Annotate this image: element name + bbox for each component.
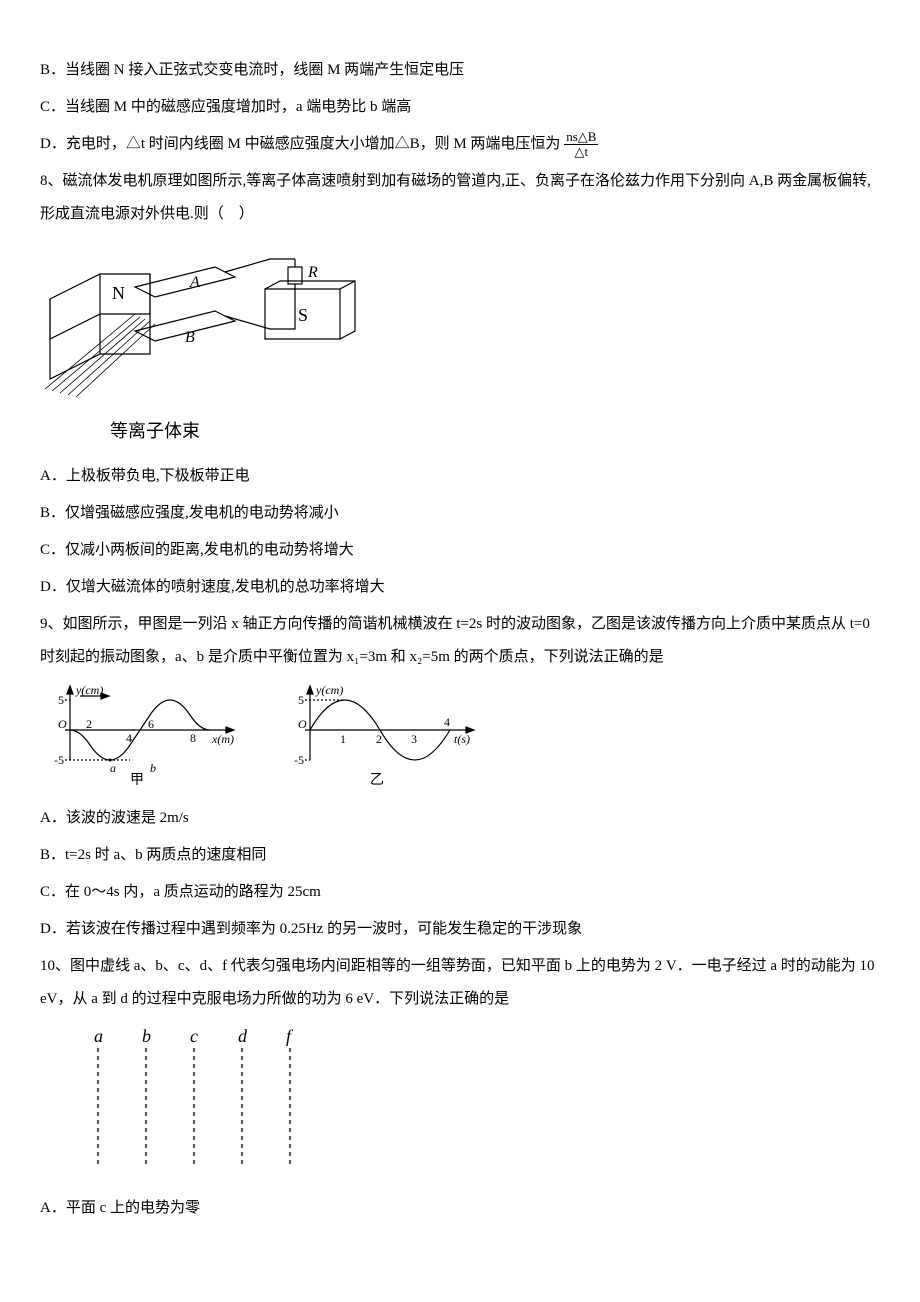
g2-ylabel: y(cm) <box>315 683 343 697</box>
q8-option-d: D．仅增大磁流体的喷射速度,发电机的总功率将增大 <box>40 571 880 604</box>
g2-y5: 5 <box>298 693 304 707</box>
g1-xlabel: x(m) <box>211 732 234 746</box>
q9-figure-row: y(cm) x(m) 5 -5 O 2 4 6 8 a b 甲 <box>40 680 880 798</box>
q9-option-d: D．若该波在传播过程中遇到频率为 0.25Hz 的另一波时，可能发生稳定的干涉现… <box>40 913 880 946</box>
g1-marker-b: b <box>150 761 156 775</box>
g1-x6: 6 <box>148 717 154 731</box>
q9-graph-yi: y(cm) t(s) 5 -5 O 1 2 3 4 乙 <box>280 680 480 798</box>
q7-frac-den: △t <box>564 145 598 159</box>
g1-x2: 2 <box>86 717 92 731</box>
g1-marker-a: a <box>110 761 116 775</box>
q9-option-a: A．该波的波速是 2m/s <box>40 802 880 835</box>
q8-option-c: C．仅减小两板间的距离,发电机的电动势将增大 <box>40 534 880 567</box>
svg-text:O: O <box>298 717 307 731</box>
svg-text:O: O <box>58 717 67 731</box>
label-b: B <box>185 329 195 346</box>
q8-option-b: B．仅增强磁感应强度,发电机的电动势将减小 <box>40 497 880 530</box>
g1-caption: 甲 <box>130 773 144 785</box>
q10-stem: 10、图中虚线 a、b、c、d、f 代表匀强电场内间距相等的一组等势面，已知平面… <box>40 950 880 1016</box>
eq-label-c: c <box>190 1026 198 1046</box>
g2-xlabel: t(s) <box>454 732 470 746</box>
g1-x4: 4 <box>126 731 132 745</box>
label-r: R <box>307 264 318 281</box>
eq-label-b: b <box>142 1026 151 1046</box>
q8-stem: 8、磁流体发电机原理如图所示,等离子体高速喷射到加有磁场的管道内,正、负离子在洛… <box>40 165 880 231</box>
q7-fraction: ns△B △t <box>564 130 598 160</box>
g2-x4: 4 <box>444 715 450 729</box>
label-s: S <box>298 305 308 325</box>
eq-label-d: d <box>238 1026 248 1046</box>
q9-graph-jia: y(cm) x(m) 5 -5 O 2 4 6 8 a b 甲 <box>40 680 240 798</box>
g2-x3: 3 <box>411 732 417 746</box>
q8-figure-caption: 等离子体束 <box>110 412 880 452</box>
g2-caption: 乙 <box>370 772 384 785</box>
q7-option-b: B．当线圈 N 接入正弦式交变电流时，线圈 M 两端产生恒定电压 <box>40 54 880 87</box>
q8-figure: N A B R S 等离子体束 <box>40 239 880 452</box>
q9-stem: 9、如图所示，甲图是一列沿 x 轴正方向传播的简谐机械横波在 t=2s 时的波动… <box>40 608 880 674</box>
label-a: A <box>189 274 200 291</box>
g2-x1: 1 <box>340 732 346 746</box>
mhd-generator-diagram: N A B R S <box>40 239 360 399</box>
q7-option-d: D．充电时，△t 时间内线圈 M 中磁感应强度大小增加△B，则 M 两端电压恒为… <box>40 128 880 161</box>
g2-yn5: -5 <box>294 753 304 767</box>
q8-option-a: A．上极板带负电,下极板带正电 <box>40 460 880 493</box>
g2-x2: 2 <box>376 732 382 746</box>
eq-label-a: a <box>94 1026 103 1046</box>
q10-option-a: A．平面 c 上的电势为零 <box>40 1192 880 1225</box>
label-n: N <box>112 283 125 303</box>
g1-ylabel: y(cm) <box>75 683 103 697</box>
q9-option-b: B．t=2s 时 a、b 两质点的速度相同 <box>40 839 880 872</box>
eq-label-f: f <box>286 1026 294 1046</box>
g1-x8: 8 <box>190 731 196 745</box>
g1-yn5: -5 <box>54 753 64 767</box>
g1-y5: 5 <box>58 693 64 707</box>
q7-option-c: C．当线圈 M 中的磁感应强度增加时，a 端电势比 b 端高 <box>40 91 880 124</box>
q10-figure: a b c d f <box>80 1026 880 1184</box>
q7-frac-num: ns△B <box>564 130 598 145</box>
q9-option-c: C．在 0～4s 内，a 质点运动的路程为 25cm <box>40 876 880 909</box>
q7-option-d-text: D．充电时，△t 时间内线圈 M 中磁感应强度大小增加△B，则 M 两端电压恒为 <box>40 136 560 152</box>
